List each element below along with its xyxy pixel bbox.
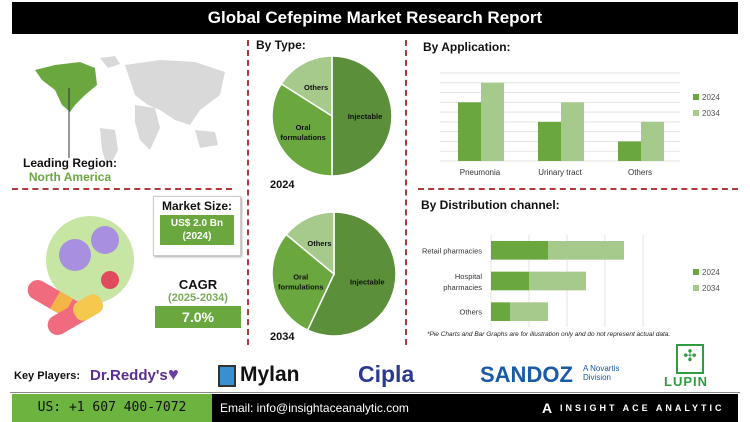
mylan-icon: [218, 365, 236, 387]
cagr-value: 7.0%: [155, 306, 241, 328]
category-label: Urinary tract: [538, 168, 582, 177]
divider: [247, 40, 249, 345]
divider: [405, 40, 407, 345]
pie-label: Oral formulations: [280, 123, 325, 142]
report-title: Global Cefepime Market Research Report: [12, 2, 738, 34]
lupin-emblem-icon: ✣: [676, 344, 704, 374]
world-map: [35, 56, 225, 160]
pie-label: Injectable: [350, 277, 385, 286]
category-label: infections: [543, 179, 577, 180]
legend-label: 2024: [702, 93, 720, 102]
heart-icon: ♥: [168, 364, 179, 384]
email-contact: Email: info@insightaceanalytic.com: [220, 401, 409, 415]
illustration-note: *Pie Charts and Bar Graphs are for illus…: [427, 331, 671, 338]
bar-2024: [491, 241, 548, 260]
pie-2024-year: 2024: [270, 179, 295, 191]
by-application-heading: By Application:: [423, 40, 511, 54]
legend-label: 2024: [702, 268, 720, 277]
legend-swatch: [693, 269, 699, 275]
pie-label: Oral formulations: [278, 272, 323, 291]
bar-2034: [561, 102, 584, 161]
pie-slice-injectable: [306, 211, 397, 337]
pie-2034-year: 2034: [270, 331, 295, 343]
category-label: pharmacies: [443, 283, 482, 292]
market-size-label: Market Size:: [161, 199, 233, 213]
leading-region-value: North America: [28, 170, 112, 184]
leading-region-label: Leading Region:: [23, 156, 117, 170]
logo-cipla: Cipla: [358, 361, 415, 387]
sandoz-subtitle: A Novartis Division: [583, 364, 620, 382]
category-label: Retail pharmacies: [422, 246, 482, 255]
market-size-value: US$ 2.0 Bn: [170, 218, 224, 229]
cagr-label: CAGR: [178, 277, 218, 292]
bar-2024: [618, 141, 641, 161]
legend-swatch: [693, 285, 699, 291]
bar-2034: [641, 121, 664, 161]
bar-2034: [481, 82, 504, 161]
brand-name: INSIGHT ACE ANALYTIC: [560, 403, 725, 413]
cagr-period: (2025-2034): [168, 292, 228, 304]
market-size-box: Market Size: US$ 2.0 Bn (2024): [153, 196, 241, 256]
pie-slice-injectable: [331, 55, 393, 177]
bar-2024: [458, 102, 481, 161]
divider: [12, 188, 232, 190]
category-label: Pneumonia: [460, 168, 501, 177]
category-label: Others: [628, 168, 652, 177]
logo-dr-reddys: Dr.Reddy's: [90, 367, 168, 384]
market-size-year: (2024): [182, 231, 212, 242]
north-america-highlight: [35, 62, 97, 112]
logo-lupin: LUPIN: [664, 374, 708, 389]
bar-2024: [538, 121, 561, 161]
application-bar-chart: Pneumonia Urinary tract infections Others 20…: [440, 72, 720, 180]
logo-sandoz: SANDOZ: [480, 362, 573, 387]
pie-slice-others: [280, 55, 333, 118]
legend-swatch: [693, 94, 699, 100]
legend-label: 2034: [702, 284, 720, 293]
category-label: Others: [459, 308, 482, 317]
key-players-label: Key Players:: [14, 370, 81, 382]
bar-2034: [548, 241, 624, 260]
insight-ace-logo-icon: A: [542, 400, 553, 416]
bar-2024: [491, 302, 510, 321]
phone-contact: US: +1 607 400-7072: [12, 394, 212, 422]
by-type-heading: By Type:: [256, 38, 306, 52]
bar-2034: [529, 271, 586, 291]
type-pie-charts: Injectable Oral formulations Others Injectab…: [271, 55, 397, 337]
pie-label: Others: [307, 239, 331, 248]
legend-swatch: [693, 110, 699, 116]
bacteria-pill-illustration: [27, 216, 134, 335]
pie-label: Others: [304, 83, 328, 92]
pie-slice-oral-formulations: [271, 233, 335, 332]
bar-2034: [510, 302, 548, 321]
legend-label: 2034: [702, 109, 720, 118]
logo-mylan: Mylan: [240, 363, 300, 386]
category-label: Hospital: [455, 272, 482, 281]
pie-slice-others: [285, 211, 335, 276]
footer-bar: Email: info@insightaceanalytic.com A INS…: [212, 394, 738, 422]
divider: [418, 188, 738, 190]
pie-label: Injectable: [348, 112, 383, 121]
by-distribution-heading: By Distribution channel:: [421, 198, 560, 212]
distribution-bar-chart: Retail pharmacies Hospital pharmacies Other…: [422, 235, 720, 327]
bar-2024: [491, 271, 529, 291]
